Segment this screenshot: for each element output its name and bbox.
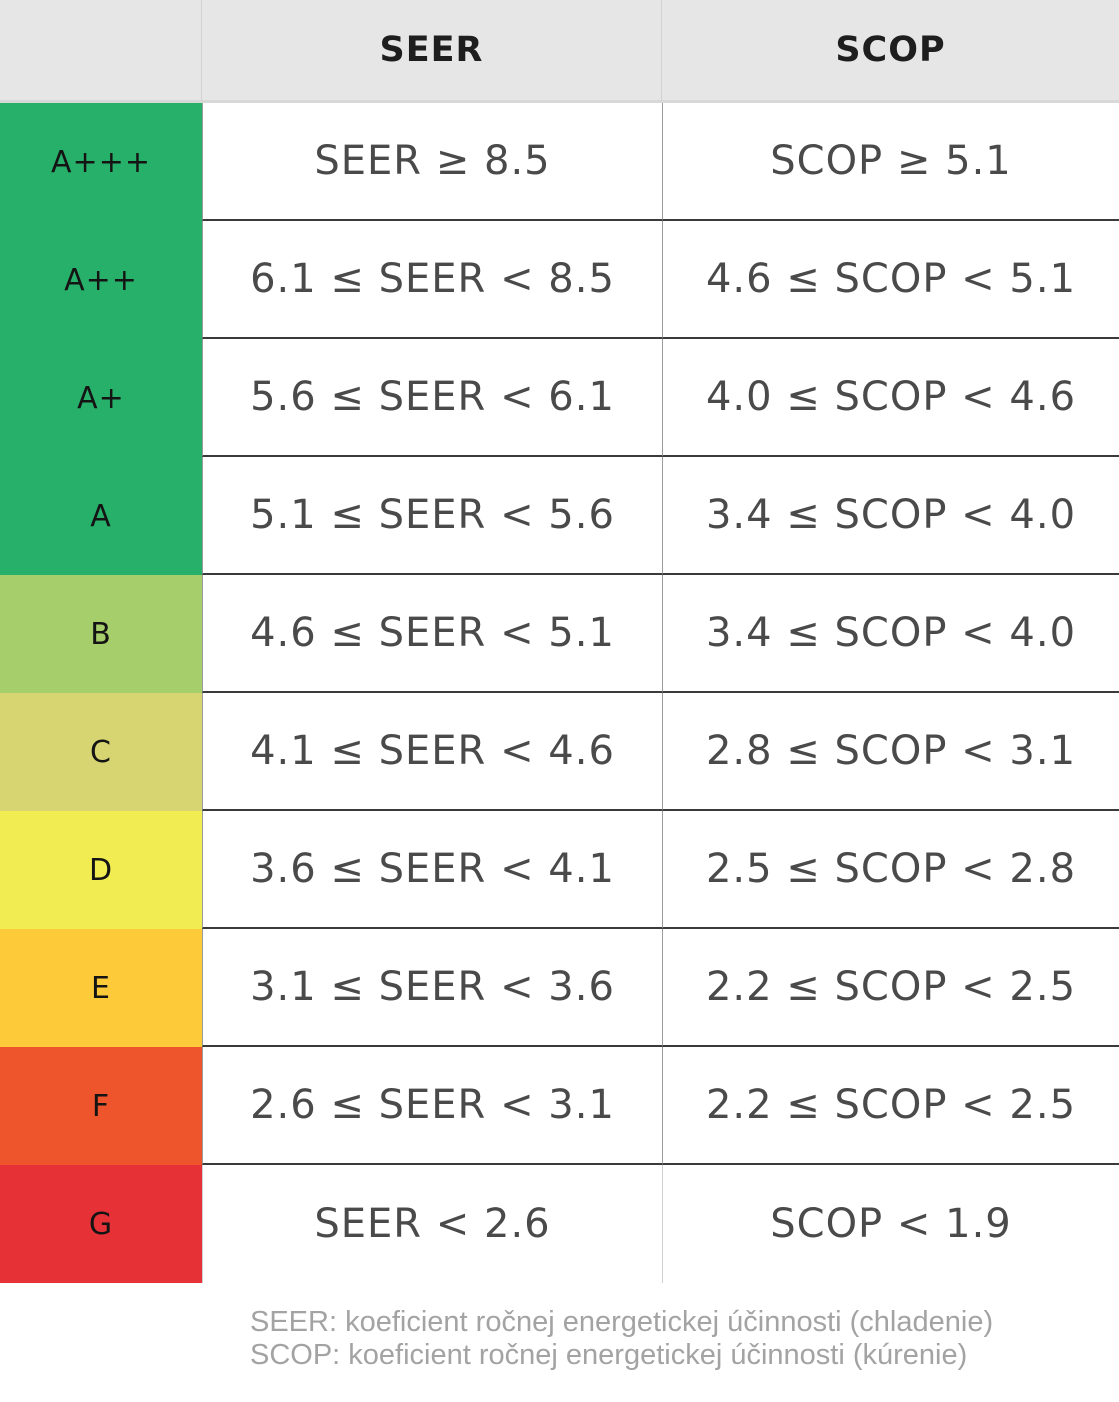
table-row: A++ 6.1 ≤ SEER < 8.5 4.6 ≤ SCOP < 5.1 (0, 221, 1119, 339)
scop-range-cell: 2.5 ≤ SCOP < 2.8 (662, 811, 1119, 929)
scop-range-cell: SCOP ≥ 5.1 (662, 103, 1119, 221)
seer-range-cell: 3.1 ≤ SEER < 3.6 (202, 929, 662, 1047)
seer-range-cell: 5.6 ≤ SEER < 6.1 (202, 339, 662, 457)
table-row: A 5.1 ≤ SEER < 5.6 3.4 ≤ SCOP < 4.0 (0, 457, 1119, 575)
scop-range-cell: 3.4 ≤ SCOP < 4.0 (662, 575, 1119, 693)
seer-range-cell: SEER < 2.6 (202, 1165, 662, 1283)
scop-range-cell: 2.8 ≤ SCOP < 3.1 (662, 693, 1119, 811)
seer-range-cell: 5.1 ≤ SEER < 5.6 (202, 457, 662, 575)
table-row: B 4.6 ≤ SEER < 5.1 3.4 ≤ SCOP < 4.0 (0, 575, 1119, 693)
seer-range-cell: 4.1 ≤ SEER < 4.6 (202, 693, 662, 811)
scop-range-cell: 2.2 ≤ SCOP < 2.5 (662, 1047, 1119, 1165)
header-corner (0, 0, 202, 100)
energy-class-label: A+++ (0, 103, 202, 221)
scop-range-cell: 2.2 ≤ SCOP < 2.5 (662, 929, 1119, 1047)
energy-class-label: A++ (0, 221, 202, 339)
seer-range-cell: 2.6 ≤ SEER < 3.1 (202, 1047, 662, 1165)
seer-range-cell: 3.6 ≤ SEER < 4.1 (202, 811, 662, 929)
energy-class-label: A+ (0, 339, 202, 457)
table-row: A+ 5.6 ≤ SEER < 6.1 4.0 ≤ SCOP < 4.6 (0, 339, 1119, 457)
header-seer: SEER (202, 0, 662, 100)
scop-range-cell: 4.6 ≤ SCOP < 5.1 (662, 221, 1119, 339)
energy-class-label: A (0, 457, 202, 575)
energy-class-label: E (0, 929, 202, 1047)
seer-range-cell: SEER ≥ 8.5 (202, 103, 662, 221)
header-divider (0, 100, 1119, 103)
table-header: SEER SCOP (0, 0, 1119, 100)
energy-class-label: B (0, 575, 202, 693)
seer-range-cell: 6.1 ≤ SEER < 8.5 (202, 221, 662, 339)
scop-range-cell: SCOP < 1.9 (662, 1165, 1119, 1283)
seer-range-cell: 4.6 ≤ SEER < 5.1 (202, 575, 662, 693)
table-row: A+++ SEER ≥ 8.5 SCOP ≥ 5.1 (0, 103, 1119, 221)
table-row: F 2.6 ≤ SEER < 3.1 2.2 ≤ SCOP < 2.5 (0, 1047, 1119, 1165)
table-row: E 3.1 ≤ SEER < 3.6 2.2 ≤ SCOP < 2.5 (0, 929, 1119, 1047)
scop-range-cell: 3.4 ≤ SCOP < 4.0 (662, 457, 1119, 575)
energy-class-label: C (0, 693, 202, 811)
energy-class-label: F (0, 1047, 202, 1165)
energy-class-label: G (0, 1165, 202, 1283)
footnote: SEER: koeficient ročnej energetickej úči… (250, 1306, 993, 1372)
scop-range-cell: 4.0 ≤ SCOP < 4.6 (662, 339, 1119, 457)
table-row: G SEER < 2.6 SCOP < 1.9 (0, 1165, 1119, 1283)
footnote-seer: SEER: koeficient ročnej energetickej úči… (250, 1306, 994, 1338)
header-scop: SCOP (835, 30, 946, 70)
energy-class-label: D (0, 811, 202, 929)
table-row: D 3.6 ≤ SEER < 4.1 2.5 ≤ SCOP < 2.8 (0, 811, 1119, 929)
energy-class-table: SEER SCOP A+++ SEER ≥ 8.5 SCOP ≥ 5.1 A++… (0, 0, 1119, 1283)
footnote-scop: SCOP: koeficient ročnej energetickej úči… (250, 1339, 968, 1371)
table-row: C 4.1 ≤ SEER < 4.6 2.8 ≤ SCOP < 3.1 (0, 693, 1119, 811)
